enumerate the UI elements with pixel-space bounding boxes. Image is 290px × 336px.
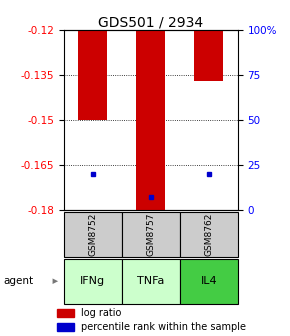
Text: GSM8757: GSM8757 — [146, 213, 155, 256]
Text: TNFa: TNFa — [137, 277, 164, 286]
Text: agent: agent — [3, 276, 33, 286]
Bar — [64, 212, 122, 257]
Bar — [78, 30, 107, 120]
Bar — [122, 212, 180, 257]
Bar — [180, 212, 238, 257]
Bar — [122, 259, 180, 304]
Bar — [57, 324, 74, 331]
Bar — [136, 30, 165, 210]
Bar — [180, 259, 238, 304]
Text: log ratio: log ratio — [81, 308, 121, 318]
Text: percentile rank within the sample: percentile rank within the sample — [81, 323, 246, 332]
Bar — [64, 259, 122, 304]
Text: IFNg: IFNg — [80, 277, 105, 286]
Text: GSM8752: GSM8752 — [88, 213, 97, 256]
Title: GDS501 / 2934: GDS501 / 2934 — [98, 15, 203, 29]
Bar — [194, 30, 223, 81]
Text: GSM8762: GSM8762 — [204, 213, 213, 256]
Bar — [57, 308, 74, 317]
Text: IL4: IL4 — [200, 277, 217, 286]
